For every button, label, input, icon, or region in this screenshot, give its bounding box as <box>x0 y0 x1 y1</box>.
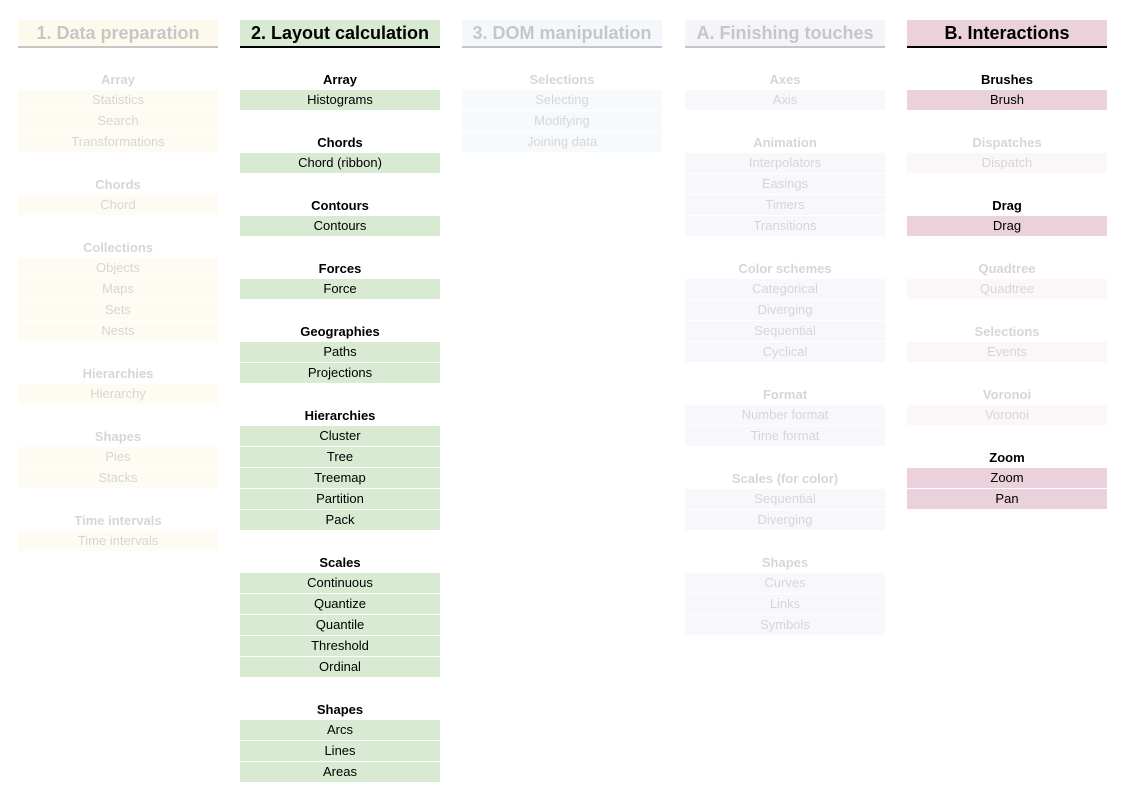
column-header: A. Finishing touches <box>685 20 885 48</box>
item-axis: Axis <box>685 90 885 111</box>
group-title: Scales <box>319 555 361 570</box>
item-transitions: Transitions <box>685 216 885 237</box>
column-header: B. Interactions <box>907 20 1107 48</box>
group-title: Time intervals <box>74 513 162 528</box>
item-interpolators: Interpolators <box>685 153 885 174</box>
item-dispatch: Dispatch <box>907 153 1107 174</box>
group-title: Shapes <box>316 702 364 717</box>
item-statistics: Statistics <box>18 90 218 111</box>
item-histograms: Histograms <box>240 90 440 111</box>
item-tree: Tree <box>240 447 440 468</box>
group-title: Selections <box>974 324 1040 339</box>
group-title: Chords <box>317 135 363 150</box>
group-title: Shapes <box>761 555 809 570</box>
item-pack: Pack <box>240 510 440 531</box>
group-title: Dispatches <box>972 135 1042 150</box>
item-quantize: Quantize <box>240 594 440 615</box>
item-contours: Contours <box>240 216 440 237</box>
item-sequential: Sequential <box>685 321 885 342</box>
group-title: Selections <box>529 72 595 87</box>
group-title: Format <box>762 387 808 402</box>
group-title: Axes <box>769 72 801 87</box>
group-title: Array <box>101 72 135 87</box>
column-header: 2. Layout calculation <box>240 20 440 48</box>
group-title: Animation <box>753 135 817 150</box>
item-maps: Maps <box>18 279 218 300</box>
item-time-format: Time format <box>685 426 885 447</box>
item-treemap: Treemap <box>240 468 440 489</box>
item-modifying: Modifying <box>462 111 662 132</box>
item-diverging: Diverging <box>685 510 885 531</box>
group-title: Chords <box>95 177 141 192</box>
column-header: 3. DOM manipulation <box>462 20 662 48</box>
group-title: Array <box>323 72 357 87</box>
item-joining-data: Joining data <box>462 132 662 153</box>
item-cluster: Cluster <box>240 426 440 447</box>
item-brush: Brush <box>907 90 1107 111</box>
item-number-format: Number format <box>685 405 885 426</box>
item-pan: Pan <box>907 489 1107 510</box>
item-stacks: Stacks <box>18 468 218 489</box>
item-voronoi: Voronoi <box>907 405 1107 426</box>
item-zoom: Zoom <box>907 468 1107 489</box>
group-title: Voronoi <box>982 387 1032 402</box>
item-paths: Paths <box>240 342 440 363</box>
item-cyclical: Cyclical <box>685 342 885 363</box>
item-timers: Timers <box>685 195 885 216</box>
group-title: Zoom <box>989 450 1025 465</box>
item-ordinal: Ordinal <box>240 657 440 678</box>
item-lines: Lines <box>240 741 440 762</box>
item-projections: Projections <box>240 363 440 384</box>
item-hierarchy: Hierarchy <box>18 384 218 405</box>
item-pies: Pies <box>18 447 218 468</box>
column-header: 1. Data preparation <box>18 20 218 48</box>
item-time-intervals: Time intervals <box>18 531 218 552</box>
item-sequential: Sequential <box>685 489 885 510</box>
item-links: Links <box>685 594 885 615</box>
item-continuous: Continuous <box>240 573 440 594</box>
item-symbols: Symbols <box>685 615 885 636</box>
item-curves: Curves <box>685 573 885 594</box>
item-selecting: Selecting <box>462 90 662 111</box>
item-areas: Areas <box>240 762 440 783</box>
item-nests: Nests <box>18 321 218 342</box>
group-title: Collections <box>82 240 154 255</box>
group-title: Scales (for color) <box>731 471 839 486</box>
item-chord-ribbon: Chord (ribbon) <box>240 153 440 174</box>
item-arcs: Arcs <box>240 720 440 741</box>
item-partition: Partition <box>240 489 440 510</box>
group-title: Drag <box>992 198 1022 213</box>
group-title: Brushes <box>980 72 1034 87</box>
item-easings: Easings <box>685 174 885 195</box>
item-threshold: Threshold <box>240 636 440 657</box>
group-title: Contours <box>311 198 369 213</box>
item-objects: Objects <box>18 258 218 279</box>
group-title: Hierarchies <box>82 366 154 381</box>
group-title: Shapes <box>94 429 142 444</box>
item-force: Force <box>240 279 440 300</box>
group-title: Quadtree <box>978 261 1036 276</box>
group-title: Geographies <box>300 324 380 339</box>
item-quadtree: Quadtree <box>907 279 1107 300</box>
item-transformations: Transformations <box>18 132 218 153</box>
group-title: Color schemes <box>738 261 832 276</box>
item-quantile: Quantile <box>240 615 440 636</box>
group-title: Hierarchies <box>304 408 376 423</box>
item-diverging: Diverging <box>685 300 885 321</box>
item-events: Events <box>907 342 1107 363</box>
item-search: Search <box>18 111 218 132</box>
item-drag: Drag <box>907 216 1107 237</box>
group-title: Forces <box>318 261 362 276</box>
item-chord: Chord <box>18 195 218 216</box>
item-categorical: Categorical <box>685 279 885 300</box>
item-sets: Sets <box>18 300 218 321</box>
